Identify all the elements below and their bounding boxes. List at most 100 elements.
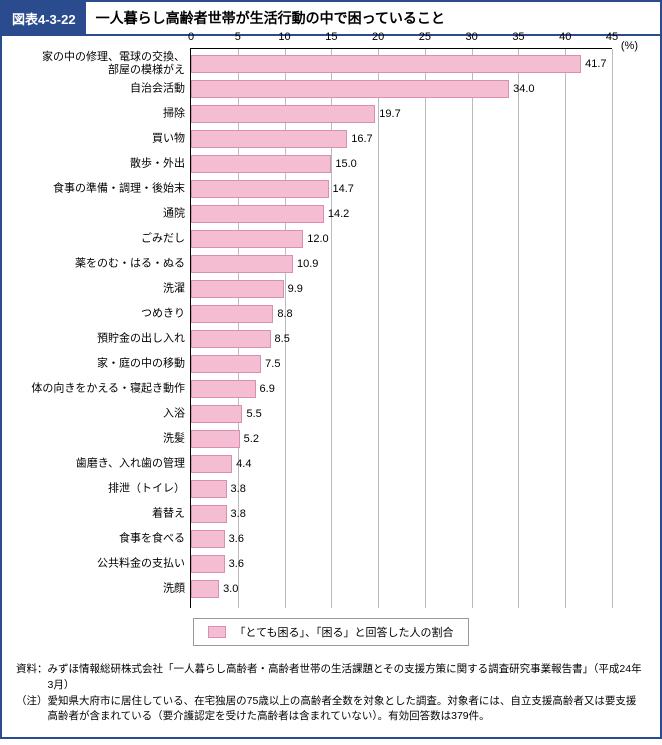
- value-label: 16.7: [351, 133, 372, 145]
- x-tick-label: 0: [188, 31, 194, 43]
- bar-row: 食事の準備・調理・後始末14.7: [191, 180, 612, 198]
- bar-row: 食事を食べる3.6: [191, 530, 612, 548]
- value-label: 9.9: [288, 283, 303, 295]
- category-label: 食事の準備・調理・後始末: [21, 182, 191, 195]
- category-label: 自治会活動: [21, 82, 191, 95]
- bar-row: 薬をのむ・はる・ぬる10.9: [191, 255, 612, 273]
- value-label: 10.9: [297, 258, 318, 270]
- figure-container: 図表4-3-22 一人暮らし高齢者世帯が生活行動の中で困っていること (%) 0…: [0, 0, 662, 739]
- category-label: 買い物: [21, 132, 191, 145]
- footnotes: 資料： みずほ情報総研株式会社「一人暮らし高齢者・高齢者世帯の生活課題とその支援…: [2, 654, 660, 737]
- category-label: 体の向きをかえる・寝起き動作: [21, 382, 191, 395]
- category-label: 入浴: [21, 407, 191, 420]
- note-label: （注）: [16, 694, 48, 726]
- bar: [191, 105, 375, 123]
- value-label: 5.2: [244, 433, 259, 445]
- value-label: 8.5: [275, 333, 290, 345]
- bar-row: 洗濯9.9: [191, 280, 612, 298]
- bar: [191, 280, 284, 298]
- bar-row: 家・庭の中の移動7.5: [191, 355, 612, 373]
- value-label: 14.7: [333, 183, 354, 195]
- category-label: 排泄（トイレ）: [21, 482, 191, 495]
- bar-row: 入浴5.5: [191, 405, 612, 423]
- bar-row: 洗髪5.2: [191, 430, 612, 448]
- value-label: 41.7: [585, 58, 606, 70]
- category-label: 洗顔: [21, 582, 191, 595]
- bar: [191, 255, 293, 273]
- bar: [191, 205, 324, 223]
- value-label: 3.8: [231, 508, 246, 520]
- x-tick-label: 15: [325, 31, 337, 43]
- category-label: 通院: [21, 207, 191, 220]
- figure-title: 一人暮らし高齢者世帯が生活行動の中で困っていること: [86, 2, 660, 34]
- legend-label: 「とても困る」、「困る」と回答した人の割合: [234, 624, 453, 640]
- bar-row: 通院14.2: [191, 205, 612, 223]
- bar: [191, 180, 329, 198]
- value-label: 19.7: [379, 108, 400, 120]
- category-label: ごみだし: [21, 232, 191, 245]
- value-label: 3.6: [229, 533, 244, 545]
- category-label: 散歩・外出: [21, 157, 191, 170]
- bar-row: 散歩・外出15.0: [191, 155, 612, 173]
- bar-row: つめきり8.8: [191, 305, 612, 323]
- bar-row: 歯磨き、入れ歯の管理4.4: [191, 455, 612, 473]
- bar: [191, 330, 271, 348]
- bar-row: 自治会活動34.0: [191, 80, 612, 98]
- bar: [191, 580, 219, 598]
- category-label: 洗濯: [21, 282, 191, 295]
- source-label: 資料：: [16, 662, 48, 694]
- value-label: 8.8: [277, 308, 292, 320]
- bar: [191, 55, 581, 73]
- value-label: 3.0: [223, 583, 238, 595]
- bar: [191, 505, 227, 523]
- x-tick-label: 30: [466, 31, 478, 43]
- category-label: 預貯金の出し入れ: [21, 332, 191, 345]
- figure-number: 図表4-3-22: [2, 2, 86, 34]
- bar-chart: 051015202530354045家の中の修理、電球の交換、部屋の模様がえ41…: [190, 48, 612, 608]
- legend: 「とても困る」、「困る」と回答した人の割合: [193, 618, 468, 646]
- bar-row: 排泄（トイレ）3.8: [191, 480, 612, 498]
- bar-row: ごみだし12.0: [191, 230, 612, 248]
- bar-row: 公共料金の支払い3.6: [191, 555, 612, 573]
- bar-row: 着替え3.8: [191, 505, 612, 523]
- chart-area: (%) 051015202530354045家の中の修理、電球の交換、部屋の模様…: [2, 36, 660, 654]
- category-label: 着替え: [21, 507, 191, 520]
- bar: [191, 305, 273, 323]
- bar: [191, 380, 256, 398]
- x-tick-label: 25: [419, 31, 431, 43]
- value-label: 3.8: [231, 483, 246, 495]
- x-tick-label: 40: [559, 31, 571, 43]
- bar-row: 預貯金の出し入れ8.5: [191, 330, 612, 348]
- value-label: 4.4: [236, 458, 251, 470]
- bar: [191, 155, 331, 173]
- bar-row: 洗顔3.0: [191, 580, 612, 598]
- bar: [191, 555, 225, 573]
- category-label: 家・庭の中の移動: [21, 357, 191, 370]
- bar: [191, 430, 240, 448]
- value-label: 7.5: [265, 358, 280, 370]
- category-label: 掃除: [21, 107, 191, 120]
- value-label: 12.0: [307, 233, 328, 245]
- category-label: つめきり: [21, 307, 191, 320]
- source-text: みずほ情報総研株式会社「一人暮らし高齢者・高齢者世帯の生活課題とその支援方策に関…: [48, 662, 647, 694]
- value-label: 14.2: [328, 208, 349, 220]
- category-label: 公共料金の支払い: [21, 557, 191, 570]
- bar-row: 買い物16.7: [191, 130, 612, 148]
- category-label: 家の中の修理、電球の交換、部屋の模様がえ: [21, 51, 191, 77]
- unit-label: (%): [621, 40, 638, 52]
- bar: [191, 530, 225, 548]
- note-text: 愛知県大府市に居住している、在宅独居の75歳以上の高齢者全数を対象とした調査。対…: [48, 694, 647, 726]
- bar-row: 掃除19.7: [191, 105, 612, 123]
- bar: [191, 405, 242, 423]
- bar-row: 家の中の修理、電球の交換、部屋の模様がえ41.7: [191, 55, 612, 73]
- x-tick-label: 5: [235, 31, 241, 43]
- gridline: [612, 49, 613, 608]
- bar: [191, 80, 509, 98]
- value-label: 34.0: [513, 83, 534, 95]
- category-label: 洗髪: [21, 432, 191, 445]
- legend-swatch: [208, 626, 226, 638]
- bar: [191, 355, 261, 373]
- category-label: 薬をのむ・はる・ぬる: [21, 257, 191, 270]
- bar: [191, 455, 232, 473]
- bar: [191, 480, 227, 498]
